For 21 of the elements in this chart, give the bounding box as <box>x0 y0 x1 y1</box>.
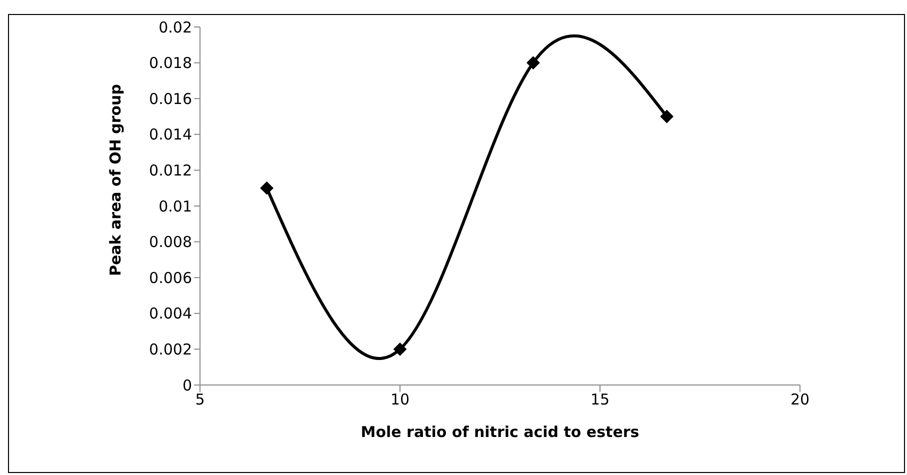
y-tick-label: 0 <box>182 376 192 394</box>
y-tick-label: 0.01 <box>158 197 192 216</box>
y-tick-label: 0.02 <box>158 18 192 36</box>
x-tick-label: 5 <box>195 390 205 409</box>
point <box>526 56 540 70</box>
y-tick-label: 0.014 <box>149 126 192 144</box>
y-tick-label: 0.006 <box>149 268 192 287</box>
x-axis-title: Mole ratio of nitric acid to esters <box>360 423 640 441</box>
point <box>394 342 406 356</box>
y-tick-label: 0.018 <box>149 54 192 72</box>
y-tick-label: 0.008 <box>149 233 192 252</box>
point <box>260 182 274 195</box>
x-tick-label: 20 <box>790 390 810 409</box>
y-tick-label: 0.002 <box>149 340 192 359</box>
x-tick-label: 10 <box>390 390 410 409</box>
y-tick-label: 0.004 <box>149 304 192 323</box>
y-tick-label: 0.012 <box>149 162 192 180</box>
point <box>660 110 674 123</box>
y-axis-title: Peak area of OH group <box>106 84 124 276</box>
y-tick-label: 0.016 <box>149 90 192 108</box>
x-tick-label: 15 <box>590 390 610 409</box>
